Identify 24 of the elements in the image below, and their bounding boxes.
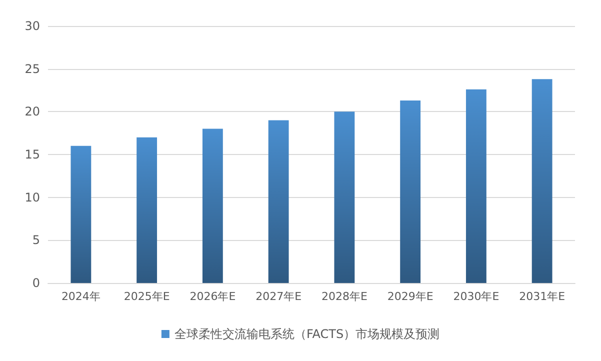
y-tick-label: 25: [24, 62, 40, 76]
bar: [466, 89, 486, 283]
x-tick-label: 2030年E: [453, 290, 500, 303]
y-tick-label: 30: [24, 19, 40, 33]
x-tick-label: 2024年: [61, 290, 100, 303]
x-tick-label: 2027年E: [256, 290, 302, 303]
bar: [400, 100, 421, 283]
x-tick-label: 2026年E: [190, 290, 236, 303]
y-tick-label: 0: [32, 276, 40, 290]
x-tick-label: 2031年E: [519, 290, 566, 303]
bar: [136, 137, 158, 283]
bar: [70, 146, 92, 283]
bar: [202, 128, 223, 283]
x-tick-label: 2028年E: [321, 290, 368, 303]
bar: [334, 112, 355, 283]
y-tick-label: 5: [32, 233, 40, 248]
bar: [268, 120, 289, 283]
y-tick-label: 15: [24, 148, 40, 162]
x-tick-label: 2025年E: [124, 290, 170, 303]
y-tick-label: 20: [24, 104, 40, 119]
legend-label: 全球柔性交流输电系统（FACTS）市场规模及预测: [174, 327, 440, 341]
x-tick-label: 2029年E: [387, 290, 434, 303]
y-tick-label: 10: [24, 190, 40, 204]
bar: [532, 79, 552, 283]
